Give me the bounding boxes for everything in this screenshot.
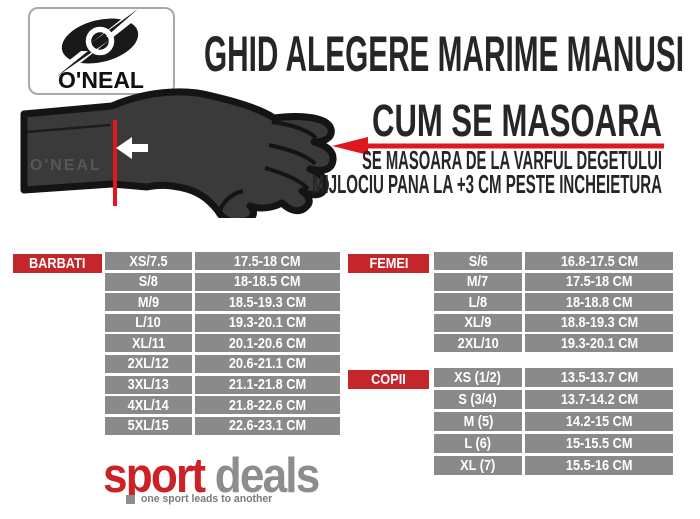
- finger-separator: [268, 143, 317, 166]
- women-table-label: FEMEI: [348, 254, 429, 273]
- range-cell: 17.5-18 CM: [195, 252, 340, 270]
- range-cell: 20.1-20.6 CM: [195, 334, 340, 353]
- table-row: 3XL/13 21.1-21.8 CM: [105, 375, 340, 394]
- men-size-table: XS/7.5 17.5-18 CM S/8 18-18.5 CM M/9 18.5-1…: [105, 252, 340, 435]
- table-row: XL/11 20.1-20.6 CM: [105, 334, 340, 353]
- range-cell: 15-15.5 CM: [525, 434, 673, 453]
- red-left-arrow-icon: [332, 137, 368, 155]
- size-cell: S/8: [105, 272, 192, 291]
- table-row: M (5) 14.2-15 CM: [434, 412, 673, 431]
- measure-heading-svg: CUM SE MASOARA: [372, 95, 662, 141]
- tagline-square-icon: [126, 494, 135, 504]
- measure-instructions-line2-svg: MIJLOCIU PANA LA +3 CM PESTE INCHEIETURA: [312, 172, 662, 198]
- range-cell: 19.3-20.1 CM: [525, 334, 673, 353]
- finger-separator: [271, 120, 318, 140]
- range-cell: 19.3-20.1 CM: [195, 313, 340, 332]
- table-row: S/8 18-18.5 CM: [105, 272, 340, 291]
- women-size-table: S/6 16.8-17.5 CM M/7 17.5-18 CM L/8 18-18.8…: [434, 252, 673, 353]
- measure-instructions-line1: SE MASOARA DE LA VARFUL DEGETULUI: [362, 148, 662, 174]
- size-cell: M/9: [105, 293, 192, 312]
- range-cell: 13.7-14.2 CM: [525, 390, 673, 409]
- table-row: XL/9 18.8-19.3 CM: [434, 313, 673, 332]
- range-cell: 18.5-19.3 CM: [195, 293, 340, 312]
- size-cell: XL/11: [105, 334, 192, 353]
- table-row: 5XL/15 22.6-23.1 CM: [105, 416, 340, 435]
- sportdeals-tagline: one sport leads to another: [126, 493, 279, 505]
- range-cell: 14.2-15 CM: [525, 412, 673, 431]
- size-cell: XS (1/2): [434, 368, 522, 387]
- range-cell: 13.5-13.7 CM: [525, 368, 673, 387]
- sportdeals-logo-sport: sport: [103, 449, 206, 503]
- size-cell: S/6: [434, 252, 522, 270]
- range-cell: 15.5-16 CM: [525, 456, 673, 475]
- page-title-svg: GHID ALEGERE MARIME MANUSI: [204, 27, 684, 77]
- glove-silhouette: [20, 88, 337, 218]
- size-cell: S (3/4): [434, 390, 522, 409]
- kids-table-label-text: COPII: [371, 371, 406, 388]
- men-table-label: BARBATI: [13, 254, 102, 273]
- size-cell: 5XL/15: [105, 416, 192, 435]
- size-cell: L (6): [434, 434, 522, 453]
- size-cell: XL/9: [434, 313, 522, 332]
- oneal-logo: O'NEAL: [56, 9, 144, 93]
- oneal-logo-box: O'NEAL: [28, 7, 175, 95]
- red-underline: [368, 143, 664, 149]
- oneal-logo-wordmark: O'NEAL: [58, 67, 144, 93]
- size-cell: 4XL/14: [105, 396, 192, 415]
- table-row: XS (1/2) 13.5-13.7 CM: [434, 368, 673, 387]
- size-cell: XS/7.5: [105, 252, 192, 270]
- kids-table-label: COPII: [348, 370, 429, 389]
- range-cell: 18.8-19.3 CM: [525, 313, 673, 332]
- range-cell: 22.6-23.1 CM: [195, 416, 340, 435]
- size-cell: L/10: [105, 313, 192, 332]
- range-cell: 16.8-17.5 CM: [525, 252, 673, 270]
- page-title: GHID ALEGERE MARIME MANUSI: [204, 27, 684, 77]
- size-cell: 2XL/12: [105, 354, 192, 373]
- thumb-crease: [217, 189, 244, 214]
- left-arrow-icon: [116, 137, 148, 159]
- oneal-cuff-text: O'NEAL: [30, 157, 102, 174]
- size-cell: 2XL/10: [434, 334, 522, 353]
- table-row: L/10 19.3-20.1 CM: [105, 313, 340, 332]
- table-row: L/8 18-18.8 CM: [434, 293, 673, 312]
- measure-instructions-line2: MIJLOCIU PANA LA +3 CM PESTE INCHEIETURA: [312, 172, 662, 198]
- range-cell: 18-18.8 CM: [525, 293, 673, 312]
- size-cell: XL (7): [434, 456, 522, 475]
- logo-lightning-icon: [56, 9, 138, 77]
- range-cell: 20.6-21.1 CM: [195, 354, 340, 373]
- sportdeals-logo-deals: deals: [214, 449, 321, 503]
- range-cell: 21.8-22.6 CM: [195, 396, 340, 415]
- size-cell: 3XL/13: [105, 375, 192, 394]
- measure-heading: CUM SE MASOARA: [372, 95, 662, 141]
- wrist-measure-line: [113, 120, 117, 206]
- range-cell: 21.1-21.8 CM: [195, 375, 340, 394]
- measure-arrow-line: [332, 137, 664, 155]
- table-row: M/9 18.5-19.3 CM: [105, 293, 340, 312]
- measure-instructions-line1-svg: SE MASOARA DE LA VARFUL DEGETULUI: [362, 148, 662, 174]
- table-row: XL (7) 15.5-16 CM: [434, 456, 673, 475]
- size-cell: L/8: [434, 293, 522, 312]
- tagline-text: one sport leads to another: [141, 493, 273, 505]
- cuff-seam: [26, 123, 111, 134]
- range-cell: 18-18.5 CM: [195, 272, 340, 291]
- table-row: S (3/4) 13.7-14.2 CM: [434, 390, 673, 409]
- kids-size-table: XS (1/2) 13.5-13.7 CM S (3/4) 13.7-14.2 CM…: [434, 368, 673, 478]
- glove-illustration: O'NEAL: [20, 88, 337, 218]
- finger-separator: [264, 166, 310, 191]
- size-cell: M (5): [434, 412, 522, 431]
- table-row: 4XL/14 21.8-22.6 CM: [105, 396, 340, 415]
- size-cell: M/7: [434, 272, 522, 291]
- men-table-label-text: BARBATI: [29, 255, 86, 272]
- table-row: M/7 17.5-18 CM: [434, 272, 673, 291]
- women-table-label-text: FEMEI: [369, 255, 408, 272]
- table-row: 2XL/10 19.3-20.1 CM: [434, 334, 673, 353]
- table-row: 2XL/12 20.6-21.1 CM: [105, 354, 340, 373]
- table-row: XS/7.5 17.5-18 CM: [105, 252, 340, 270]
- range-cell: 17.5-18 CM: [525, 272, 673, 291]
- table-row: S/6 16.8-17.5 CM: [434, 252, 673, 270]
- sportdeals-logo: sport deals: [103, 449, 321, 503]
- table-row: L (6) 15-15.5 CM: [434, 434, 673, 453]
